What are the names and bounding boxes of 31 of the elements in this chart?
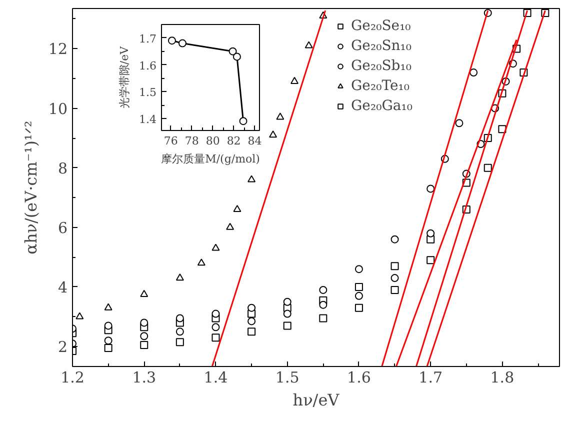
y-tick-label: 2 [58,338,68,356]
y-tick-label: 1.6 [139,59,157,72]
y-axis-title: αhν/(eV·cm⁻¹)¹ᐟ² [21,120,40,254]
legend-label: Ge₂₀Sb₁₀ [351,58,412,74]
y-tick-label: 1.5 [139,86,157,100]
y-tick-label: 8 [58,159,68,178]
x-tick-label: 1.2 [60,368,84,386]
x-tick-label: 1.5 [275,368,300,386]
x-tick-label: 80 [206,134,220,148]
x-tick-label: 76 [164,134,178,148]
x-axis-title: 摩尔质量M/(g/mol) [161,152,260,166]
legend-label: Ge₂₀Ga₁₀ [351,98,412,114]
x-tick-label: 1.6 [347,368,371,386]
x-tick-label: 78 [184,134,199,148]
y-tick-label: 6 [58,218,68,237]
x-tick-label: 82 [226,134,241,148]
x-tick-label: 84 [248,134,262,148]
y-tick-label: 10 [48,100,68,118]
x-tick-label: 1.8 [490,368,514,386]
y-tick-label: 4 [58,278,68,296]
y-axis-title: 光学带隙/eV [118,45,132,109]
legend-label: Ge₂₀Se₁₀ [351,18,411,34]
y-tick-label: 1.4 [139,112,157,126]
y-tick-label: 1.7 [139,32,157,46]
x-tick-label: 1.3 [132,368,156,386]
x-tick-label: 1.7 [418,368,443,386]
x-tick-label: 1.4 [204,368,228,386]
x-axis-title: hν/eV [292,390,340,410]
y-tick-label: 12 [48,40,68,58]
legend-label: Ge₂₀Te₁₀ [351,78,410,94]
legend-label: Ge₂₀Sn₁₀ [351,38,412,54]
